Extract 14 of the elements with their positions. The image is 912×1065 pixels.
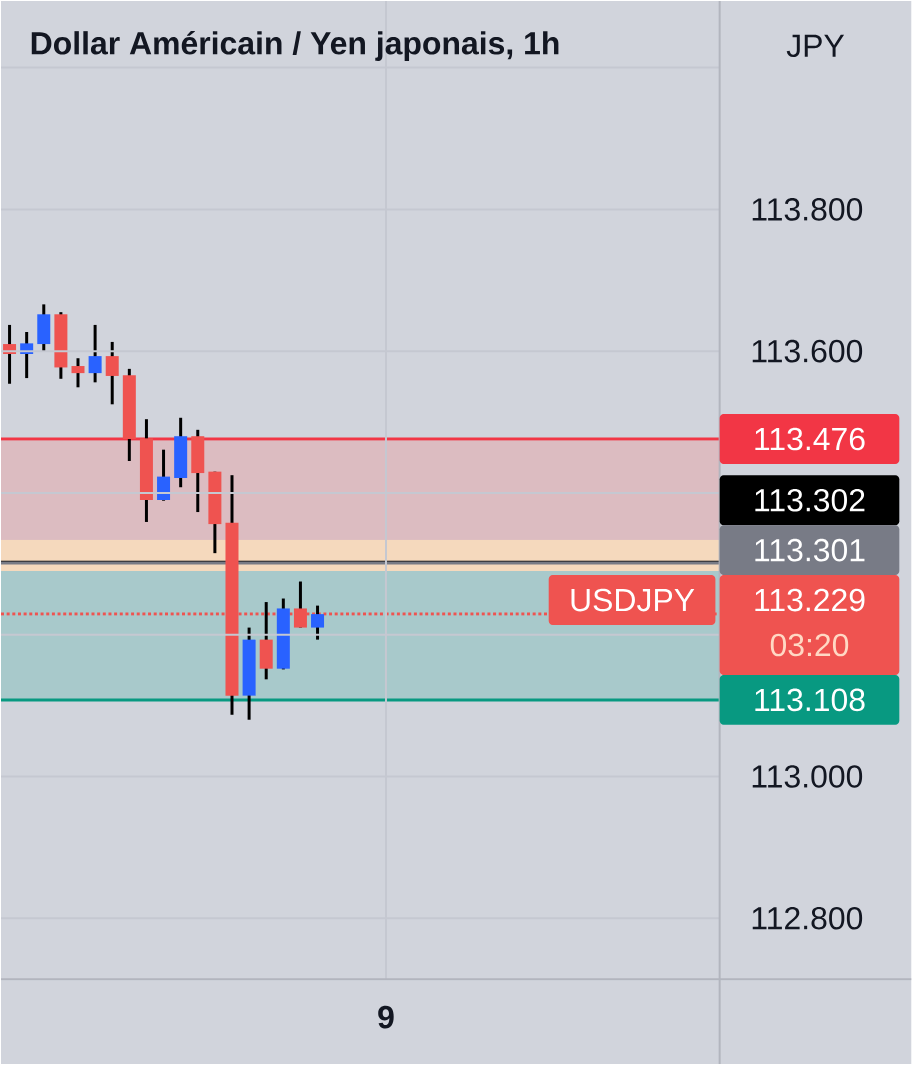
ref-line-label: 113.302	[755, 488, 865, 512]
text: Dollar Américain / Yen japonais, 1h	[31, 30, 559, 61]
ref-line-label: 113.301	[755, 538, 865, 562]
y-tick-label: 112.800	[752, 906, 862, 930]
ref-line-label: 113.108	[755, 688, 865, 712]
y-tick-label: 113.000	[752, 765, 862, 788]
ref-line-label: 113.229	[755, 588, 865, 612]
annotation: USDJPY	[571, 588, 695, 612]
y-tick-label: 113.800	[752, 198, 862, 221]
ref-line-label: 113.476	[755, 427, 865, 451]
text: 03:20	[770, 633, 849, 657]
y-tick-label: 113.600	[752, 339, 862, 363]
x-tick-label: 9	[378, 1005, 394, 1029]
y-axis-title: JPY	[786, 34, 844, 58]
